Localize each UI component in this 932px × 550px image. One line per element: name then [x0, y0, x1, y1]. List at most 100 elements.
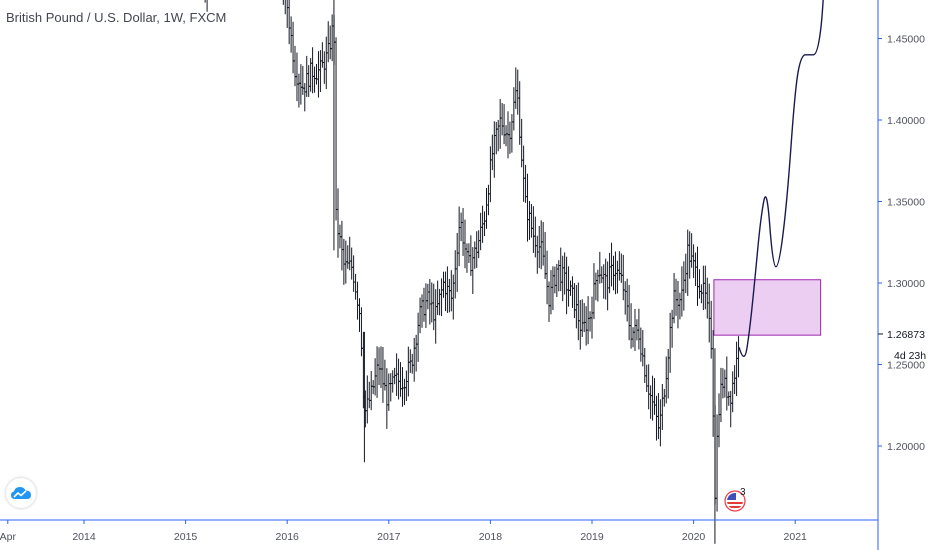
ohlc-bar [637, 308, 641, 350]
ohlc-bar [496, 119, 500, 152]
ohlc-bar [416, 312, 420, 362]
projection-line[interactable] [738, 0, 827, 358]
ohlc-bar [584, 306, 588, 346]
ohlc-bar [447, 278, 451, 313]
ohlc-bar [284, 0, 286, 15]
ohlc-bar [586, 296, 590, 345]
time-tick-label: 2016 [276, 531, 300, 543]
ohlc-bar [469, 235, 473, 276]
tradingview-cloud-icon[interactable] [6, 478, 36, 508]
ohlc-bar [348, 236, 352, 271]
price-tick-label: 1.35000 [887, 197, 925, 209]
ohlc-bar [523, 164, 528, 203]
ohlc-bar [490, 134, 494, 171]
ohlc-bar [316, 51, 321, 98]
ohlc-bar [502, 104, 506, 145]
ohlc-bar [658, 399, 662, 447]
ohlc-bar [686, 229, 690, 296]
ohlc-bar [543, 231, 547, 279]
ohlc-bar [473, 241, 477, 269]
ohlc-bar [455, 232, 459, 292]
ohlc-bar [582, 303, 586, 333]
ohlc-bar [406, 346, 410, 397]
ohlc-bar [590, 296, 594, 339]
ohlc-bar [459, 212, 463, 242]
ohlc-bar [291, 21, 295, 74]
ohlc-bar [611, 255, 616, 291]
ohlc-bar [531, 206, 535, 253]
ohlc-bar [606, 261, 610, 311]
ohlc-bar [330, 14, 334, 62]
projection-curve[interactable] [738, 0, 827, 358]
ohlc-bar [734, 341, 739, 397]
ohlc-bar [498, 99, 502, 149]
ohlc-bar [443, 271, 448, 312]
ohlc-bar [588, 311, 592, 332]
ohlc-bar [656, 392, 661, 440]
ohlc-bar [322, 51, 326, 84]
ohlc-bar [439, 278, 444, 317]
ohlc-bar [639, 327, 643, 362]
price-axis[interactable]: 1.20000 1.25000 1.30000 1.35000 1.40000 1.450… [878, 34, 925, 454]
ohlc-bar [352, 255, 356, 292]
ohlc-bar [389, 373, 393, 402]
ohlc-bar [733, 365, 737, 395]
ohlc-bar [510, 114, 514, 153]
ohlc-bar [488, 146, 492, 203]
ohlc-bar [676, 280, 680, 329]
ohlc-bar [527, 200, 532, 240]
ohlc-bar [465, 243, 469, 273]
ohlc-bar [287, 0, 291, 45]
us-flag-event-icon[interactable] [724, 490, 746, 512]
ohlc-bar [471, 247, 475, 295]
ohlc-bar [293, 45, 297, 87]
ohlc-bar [553, 266, 557, 294]
time-tick-label: 2015 [174, 531, 198, 543]
ohlc-bar [514, 67, 518, 109]
last-price-label: 1.26873 [887, 329, 925, 341]
ohlc-bars [204, 0, 741, 544]
ohlc-bar [664, 356, 668, 404]
ohlc-bar [295, 52, 299, 102]
ohlc-bar [375, 346, 379, 398]
time-axis[interactable]: Apr 2014 2015 2016 2017 2018 2019 2020 2021 [0, 520, 807, 543]
ohlc-bar [320, 42, 324, 68]
ohlc-bar [303, 83, 307, 112]
ohlc-bar [387, 373, 391, 411]
cloud-logo-icon [11, 487, 31, 499]
ohlc-bar [565, 256, 569, 315]
event-count: 3 [740, 487, 746, 498]
ohlc-bar [668, 312, 672, 373]
ohlc-bar [688, 231, 692, 279]
ohlc-bar [711, 330, 715, 437]
ohlc-bar [420, 294, 424, 328]
ohlc-bar [541, 221, 545, 266]
ohlc-bar [312, 66, 317, 93]
ohlc-bar [701, 265, 705, 311]
ohlc-bar [549, 270, 553, 315]
ohlc-bar [525, 173, 530, 242]
zone-rectangle[interactable] [713, 279, 822, 336]
ohlc-bar [436, 280, 440, 316]
ohlc-bar [289, 16, 293, 53]
bar-countdown-label: 4d 23h [894, 350, 926, 362]
ohlc-bar [633, 308, 637, 351]
supply-demand-zone[interactable] [713, 279, 822, 336]
ohlc-bar [594, 272, 598, 301]
price-tick-label: 1.30000 [887, 278, 925, 290]
ohlc-bar [654, 395, 659, 441]
ohlc-bar [627, 284, 631, 341]
ohlc-bar [299, 64, 303, 105]
ohlc-bar [547, 281, 551, 322]
ohlc-bar [353, 273, 358, 300]
ohlc-bar [422, 287, 426, 322]
ohlc-bar [350, 247, 354, 280]
last-price-marker: 1.26873 4d 23h [878, 329, 926, 362]
ohlc-bar [576, 282, 580, 341]
symbol-title[interactable]: British Pound / U.S. Dollar, 1W, FXCM [6, 10, 227, 25]
ohlc-bar [395, 353, 399, 396]
ohlc-bar [699, 284, 704, 304]
ohlc-bar [596, 269, 600, 302]
